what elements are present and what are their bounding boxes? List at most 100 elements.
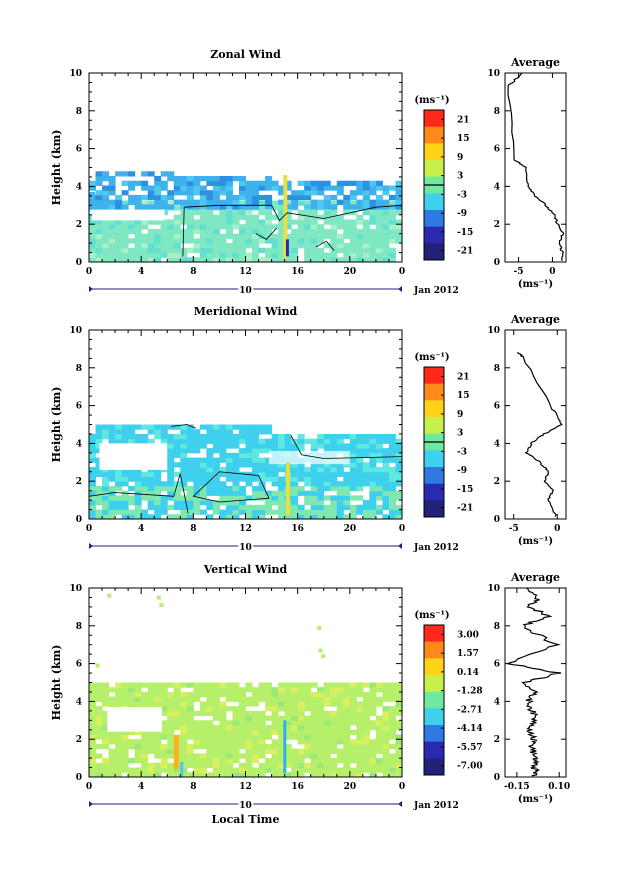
heatmap-cell bbox=[193, 753, 201, 759]
heatmap-cell bbox=[369, 214, 377, 220]
heatmap-cell bbox=[186, 471, 194, 477]
heatmap-cell bbox=[95, 204, 103, 210]
heatmap-cell bbox=[95, 734, 103, 740]
heatmap-cell bbox=[173, 238, 181, 244]
heatmap-cell bbox=[382, 219, 390, 225]
heatmap-cell bbox=[193, 687, 201, 693]
heatmap-cell bbox=[278, 481, 286, 487]
heatmap-cell bbox=[304, 190, 312, 196]
heatmap-cell bbox=[89, 219, 97, 225]
heatmap-cell bbox=[252, 433, 260, 440]
heatmap-cell bbox=[317, 476, 325, 482]
heatmap-cell bbox=[147, 748, 155, 754]
heatmap-cell bbox=[212, 729, 220, 735]
heatmap-cell bbox=[323, 180, 331, 186]
heatmap-cell bbox=[225, 729, 233, 735]
y-tick-label: 8 bbox=[76, 622, 82, 632]
heatmap-cell bbox=[141, 180, 149, 186]
heatmap-cell bbox=[297, 514, 305, 520]
heatmap-cell bbox=[199, 753, 207, 759]
heatmap-cell bbox=[160, 180, 168, 186]
y-tick-label: 6 bbox=[76, 660, 82, 670]
heatmap-cell bbox=[199, 701, 207, 707]
heatmap-cell bbox=[310, 715, 318, 721]
heatmap-cell bbox=[330, 729, 338, 735]
heatmap-cell bbox=[388, 710, 396, 717]
heatmap-cell bbox=[89, 433, 97, 440]
heatmap-cell bbox=[291, 199, 299, 205]
heatmap-cell bbox=[115, 772, 123, 778]
heatmap-cell bbox=[167, 462, 175, 468]
heatmap-cell bbox=[154, 180, 162, 186]
heatmap-cell bbox=[362, 710, 370, 717]
heatmap-cell bbox=[291, 243, 299, 249]
heatmap-cell bbox=[186, 720, 194, 726]
x-tick-label: 12 bbox=[239, 524, 252, 534]
y-tick-label: 2 bbox=[76, 220, 82, 230]
colorbar-tick-label: 0.14 bbox=[457, 668, 479, 678]
heatmap-cell bbox=[219, 467, 227, 473]
heatmap-cell bbox=[108, 257, 116, 263]
heatmap-cell bbox=[232, 706, 240, 712]
heatmap-cell bbox=[219, 180, 227, 186]
heatmap-cell bbox=[199, 495, 207, 501]
heatmap-cell bbox=[193, 433, 201, 440]
heatmap-cell bbox=[336, 725, 344, 731]
heatmap-cell bbox=[232, 457, 240, 463]
heatmap-cell bbox=[238, 247, 246, 254]
heatmap-cell bbox=[186, 696, 194, 702]
heatmap-cell bbox=[89, 748, 97, 754]
heatmap-cell bbox=[219, 715, 227, 721]
heatmap-cell bbox=[212, 476, 220, 482]
heatmap-cell bbox=[154, 219, 162, 225]
heatmap-cell bbox=[128, 696, 136, 702]
heatmap-cell bbox=[206, 214, 214, 220]
heatmap-cell bbox=[271, 772, 279, 778]
heatmap-cell bbox=[317, 490, 325, 496]
heatmap-cell bbox=[252, 443, 260, 449]
colorbar-swatch bbox=[424, 417, 444, 435]
heatmap-cell bbox=[167, 696, 175, 702]
heatmap-cell bbox=[330, 696, 338, 702]
heatmap-cell bbox=[291, 509, 299, 515]
heatmap-cell bbox=[382, 743, 390, 750]
heatmap-cell bbox=[258, 739, 266, 745]
heatmap-cell bbox=[369, 252, 377, 258]
colorbar-swatch bbox=[424, 758, 444, 776]
heatmap-cell bbox=[121, 252, 129, 258]
heatmap-cell bbox=[232, 467, 240, 473]
heatmap-cell bbox=[284, 219, 292, 225]
heatmap-cell bbox=[108, 729, 116, 735]
heatmap-cell bbox=[304, 185, 312, 191]
heatmap-cell bbox=[284, 194, 292, 201]
heatmap-cell bbox=[180, 471, 188, 477]
heatmap-cell bbox=[115, 171, 123, 177]
colorbar-tick-label: -15 bbox=[457, 228, 473, 238]
heatmap-cell bbox=[95, 257, 103, 263]
heatmap-cell bbox=[193, 485, 201, 492]
heatmap-cell bbox=[193, 710, 201, 717]
heatmap-cell bbox=[336, 214, 344, 220]
heatmap-cell bbox=[362, 462, 370, 468]
heatmap-cell bbox=[199, 500, 207, 506]
heatmap-cell bbox=[147, 490, 155, 496]
heatmap-cell bbox=[343, 485, 351, 492]
colorbar-swatch bbox=[424, 641, 444, 659]
heatmap-cell bbox=[206, 257, 214, 263]
heatmap-cell bbox=[160, 233, 168, 239]
heatmap-cell bbox=[258, 194, 266, 201]
heatmap-cell bbox=[323, 682, 331, 688]
heatmap-cell bbox=[212, 490, 220, 496]
heatmap-cell bbox=[310, 682, 318, 688]
heatmap-cell bbox=[330, 762, 338, 769]
heatmap-cell bbox=[193, 219, 201, 225]
heatmap-cell bbox=[173, 715, 181, 721]
heatmap-cell bbox=[193, 204, 201, 210]
heatmap-cell bbox=[186, 743, 194, 750]
heatmap-cell bbox=[186, 495, 194, 501]
heatmap-cell bbox=[141, 490, 149, 496]
heatmap-cell bbox=[252, 725, 260, 731]
heatmap-cell bbox=[330, 500, 338, 506]
heatmap-cell bbox=[349, 682, 357, 688]
heatmap-cell bbox=[375, 180, 383, 186]
